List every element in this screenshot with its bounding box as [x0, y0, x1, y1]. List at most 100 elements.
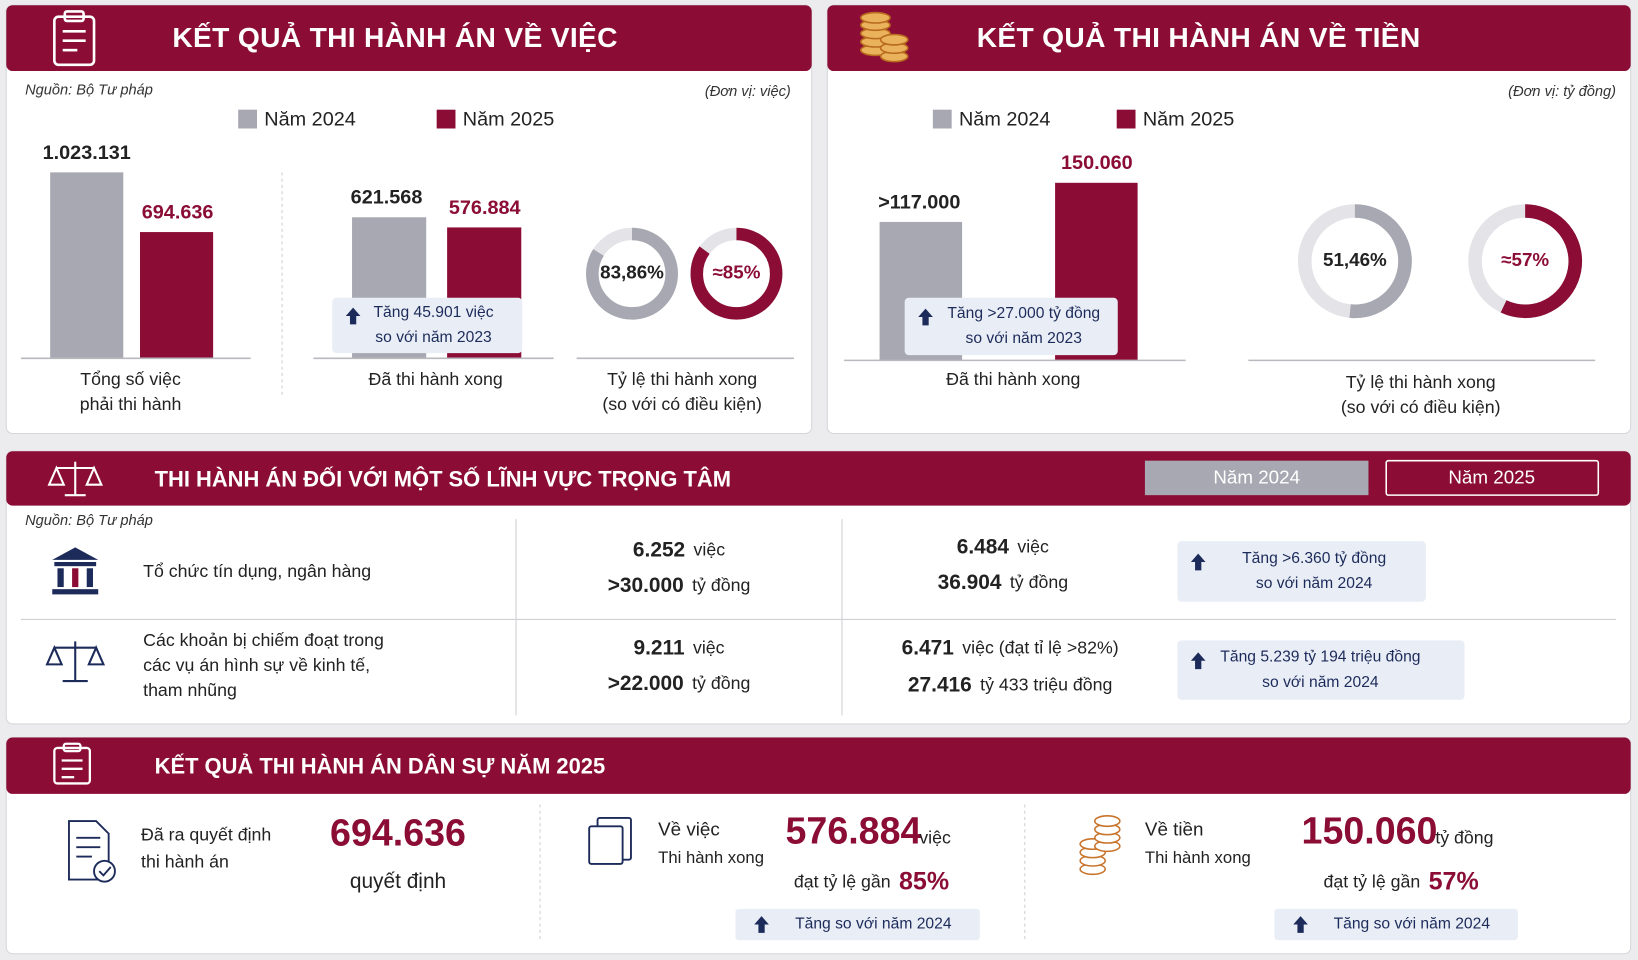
badge — [1274, 908, 1518, 941]
arrow-up — [754, 916, 769, 933]
value-label: 1.023.131 — [43, 142, 131, 164]
big-number: 694.636 — [330, 812, 466, 854]
value-number: 27.416 — [908, 673, 972, 696]
value-number: 9.211 — [634, 636, 685, 659]
label-line: so với năm 2024 — [1262, 674, 1379, 691]
rate-value: 57% — [1429, 867, 1479, 895]
value-cell: >30.000 tỷ đồng — [608, 574, 751, 597]
label-line: Tăng 5.239 tỷ 194 triệu đồng — [1220, 649, 1420, 666]
panel-title: THI HÀNH ÁN ĐỐI VỚI MỘT SỐ LĨNH VỰC TRỌN… — [155, 465, 731, 491]
value-number: 6.471 — [902, 636, 955, 659]
label-line: Tỷ lệ thi hành xong — [1346, 372, 1496, 392]
year-button — [1385, 459, 1600, 496]
ring-label: ≈85% — [712, 262, 760, 283]
item-label: Về tiền — [1145, 818, 1204, 839]
icon-bank — [52, 547, 99, 595]
source: Nguồn: Bộ Tư pháp — [25, 513, 153, 529]
value-cell: 36.904 tỷ đồng — [938, 570, 1068, 593]
value-unit: tỷ đồng — [692, 575, 750, 595]
arrow-up — [1190, 652, 1206, 670]
big-number: 150.060 — [1302, 810, 1438, 852]
rate-line: đạt tỷ lệ gần 57% — [1324, 867, 1479, 895]
icon-coins — [860, 11, 909, 63]
row-label: Các khoản bị chiếm đoạt trong — [143, 630, 384, 650]
value-label: 576.884 — [449, 197, 521, 219]
badge — [735, 908, 980, 941]
value-unit: việc — [1017, 536, 1049, 556]
value-cell: 9.211 việc — [634, 636, 725, 659]
value-number: 6.484 — [957, 535, 1010, 558]
rate-line: đạt tỷ lệ gần 85% — [794, 867, 949, 895]
header-band — [6, 5, 812, 72]
unit: (Đơn vị: tỷ đồng) — [1508, 84, 1616, 100]
icon-document — [68, 820, 116, 883]
value-cell: 6.252 việc — [633, 538, 725, 561]
item-label: Thi hành xong — [658, 848, 764, 867]
arrow-up — [345, 307, 361, 325]
icon-scales-dark — [45, 641, 106, 683]
value-cell: 6.471 việc (đạt tỉ lệ >82%) — [902, 636, 1119, 659]
note-box — [904, 297, 1118, 356]
dividers — [20, 172, 1617, 943]
legend-label: Năm 2024 — [264, 108, 355, 130]
value-number: 36.904 — [938, 570, 1002, 593]
legend-swatch — [436, 109, 456, 129]
note-box — [1177, 640, 1465, 700]
unit: (Đơn vị: việc) — [705, 84, 791, 100]
value-number: >30.000 — [608, 574, 684, 597]
unit: việc — [919, 828, 951, 848]
legend-swatch — [932, 109, 952, 129]
label-line: Tăng >6.360 tỷ đồng — [1242, 550, 1386, 567]
ring-label: ≈57% — [1501, 249, 1549, 270]
value-unit: việc (đạt tỉ lệ >82%) — [962, 637, 1118, 657]
label-line: Tăng >27.000 tỷ đồng — [947, 305, 1100, 322]
value-cell: 27.416 tỷ 433 triệu đồng — [908, 673, 1112, 696]
label-line: so với năm 2023 — [966, 330, 1083, 347]
row-label: các vụ án hình sự về kinh tế, — [143, 655, 370, 675]
value-label: 694.636 — [142, 201, 214, 223]
label-line: Tăng 45.901 việc — [373, 304, 493, 321]
item-label: Thi hành xong — [1145, 848, 1251, 867]
ring-arc — [586, 227, 678, 320]
header-band — [827, 5, 1631, 72]
legend-swatch — [238, 109, 257, 129]
ring-arc — [690, 227, 783, 320]
year-label: Năm 2024 — [1213, 466, 1300, 487]
icon-clipboard — [53, 10, 96, 67]
value-unit: tỷ đồng — [1010, 572, 1068, 592]
value-number: >22.000 — [608, 672, 684, 695]
value-number: 6.252 — [633, 538, 685, 561]
label-line: phải thi hành — [80, 394, 182, 414]
bar — [50, 172, 124, 359]
badge-text: Tăng so với năm 2024 — [1334, 916, 1491, 933]
header-band — [6, 737, 1631, 794]
legend-label: Năm 2025 — [1143, 108, 1234, 130]
icon-folders — [588, 816, 632, 865]
value-unit: việc — [694, 539, 726, 559]
year-label: Năm 2025 — [1448, 466, 1535, 487]
label-line: Đã ra quyết định — [141, 824, 271, 844]
value-label: 150.060 — [1061, 152, 1133, 174]
label-line: Đã thi hành xong — [369, 369, 503, 389]
ring-label: 83,86% — [600, 262, 664, 283]
legend-label: Năm 2024 — [959, 108, 1050, 130]
unit: quyết định — [350, 870, 446, 893]
panel-title: KẾT QUẢ THI HÀNH ÁN DÂN SỰ NĂM 2025 — [155, 754, 606, 779]
badge-text: Tăng so với năm 2024 — [795, 916, 952, 933]
legend-swatch — [1116, 109, 1136, 129]
arrow-up — [1190, 553, 1206, 571]
ring-arc — [1468, 204, 1583, 319]
value-unit: việc — [693, 637, 725, 657]
year-button — [1144, 460, 1369, 496]
big-number: 576.884 — [786, 810, 922, 852]
note-box — [332, 297, 523, 354]
label-line: so với năm 2024 — [1256, 575, 1373, 592]
value-unit: tỷ 433 triệu đồng — [980, 674, 1112, 694]
value-unit: tỷ đồng — [692, 673, 750, 693]
icon-coins-outline — [1079, 815, 1121, 876]
label-line: (so với có điều kiện) — [1341, 397, 1501, 417]
item-label: Về việc — [658, 818, 720, 839]
label-line: Đã thi hành xong — [946, 369, 1080, 389]
rate-text: đạt tỷ lệ gần — [794, 871, 891, 891]
